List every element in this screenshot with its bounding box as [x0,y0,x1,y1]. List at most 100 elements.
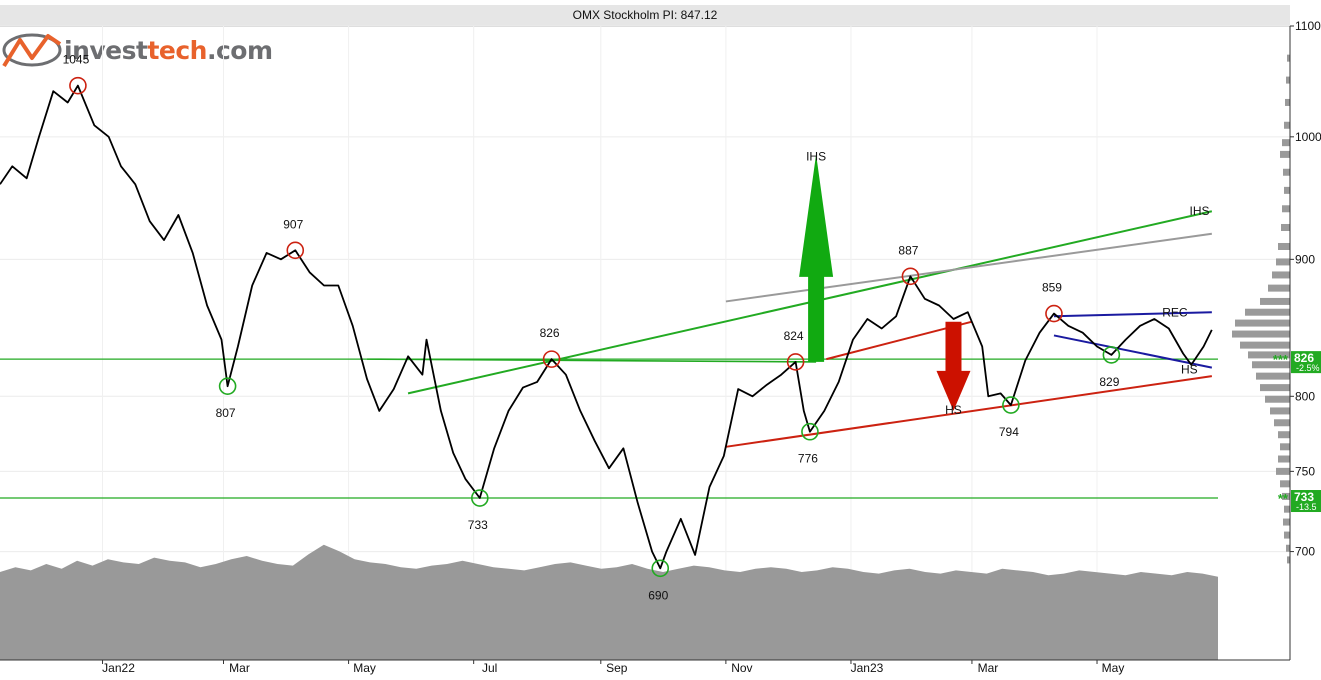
histogram-bar [1278,455,1290,463]
level-change: -2.5% [1296,363,1320,373]
trend-line-grey-line [725,232,1212,303]
pivot-label: 887 [898,243,918,257]
histogram-bar [1260,384,1290,392]
histogram-bar [1245,308,1290,316]
histogram-bar [1286,76,1290,84]
logo: invest tech .com [2,30,273,70]
histogram-bar [1274,419,1290,427]
histogram-bar [1284,531,1290,539]
pivot-label: 776 [798,452,818,466]
pivot-label: 807 [216,406,236,420]
histogram-bar [1285,98,1290,106]
pivot-marker-bottom [801,422,819,441]
histogram-bar [1280,150,1290,158]
pivot-marker-bottom [1102,346,1121,364]
pivot-marker-top [542,350,561,368]
pivot-marker-top [786,353,805,371]
x-tick-label: Jul [482,661,497,675]
logo-text-com: .com [206,35,273,65]
pivot-marker-top [901,267,920,286]
histogram-bar [1248,351,1290,359]
histogram-bar [1280,443,1290,451]
histogram-bar [1287,54,1290,62]
trend-line-neckline [367,358,817,363]
trend-line-channel-bottom [1053,334,1213,369]
trend-line-red-support [725,375,1212,448]
pivot-marker-top [69,76,87,95]
level-value: 826 [1294,351,1314,365]
x-tick-label: Nov [731,661,752,675]
histogram-bar [1252,361,1290,369]
level-badge [1291,351,1321,374]
level-stars: ** [1278,491,1289,506]
pivot-label: 824 [784,329,804,343]
pivot-label: 907 [283,217,303,231]
x-tick-label: Jan22 [102,661,135,675]
histogram-bar [1282,492,1290,500]
pivot-label: 829 [1099,375,1119,389]
histogram-bar [1268,284,1290,292]
histogram-bar [1265,395,1290,403]
histogram-bar [1272,271,1290,279]
y-tick-label: 750 [1295,464,1315,478]
x-tick-label: May [1102,661,1125,675]
histogram-bar [1280,480,1290,488]
pivot-marker-bottom [651,559,670,578]
histogram-bar [1270,407,1290,415]
y-tick-label: 1100 [1295,19,1321,33]
pivot-label: 794 [999,425,1019,439]
histogram-bar [1286,544,1290,552]
histogram-bar [1283,518,1290,526]
histogram-bar [1260,297,1290,305]
pivot-marker-bottom [1002,396,1020,414]
y-tick-label: 900 [1295,252,1315,266]
histogram-bar [1276,467,1290,475]
y-tick-label: 800 [1295,389,1315,403]
x-tick-label: Jan23 [851,661,884,675]
pivot-label: 690 [648,588,668,602]
logo-text-invest: invest [64,35,148,65]
x-tick-label: Sep [606,661,628,675]
formation-label: HS [945,403,962,417]
histogram-bar [1281,223,1290,231]
histogram-bar [1282,139,1290,147]
pivot-marker-top [1045,304,1063,323]
y-tick-label: 1000 [1295,130,1321,144]
histogram-bar [1278,242,1290,250]
pivot-label: 1045 [63,53,90,67]
histogram-bar [1240,341,1290,349]
arrow-down [936,321,971,411]
formation-label: IHS [806,149,826,163]
pivot-label: 733 [468,518,488,532]
histogram-bar [1235,319,1290,327]
pivot-marker-bottom [471,489,489,507]
histogram-bar [1256,372,1290,380]
formation-label: IHS [1190,204,1210,218]
pivot-marker-top [286,241,305,260]
histogram-bar [1284,121,1290,129]
histogram-bar [1287,556,1290,564]
pivot-label: 826 [540,326,560,340]
trend-line-channel-top [1053,311,1212,318]
formation-label: REC [1162,305,1188,319]
investtech-logo-icon [2,33,62,68]
histogram-bar [1276,258,1290,266]
level-change: -13.5 [1296,502,1317,512]
histogram-bar [1278,431,1290,439]
pivot-label: 859 [1042,281,1062,295]
pivot-marker-bottom [218,377,237,395]
x-tick-label: May [353,661,376,675]
x-tick-label: Mar [978,661,999,675]
x-tick-label: Mar [229,661,250,675]
y-tick-label: 700 [1295,545,1315,559]
level-stars: *** [1273,352,1289,367]
histogram-bar [1283,168,1290,176]
histogram-bar [1232,330,1290,338]
volume-area [0,544,1218,660]
level-value: 733 [1294,490,1314,504]
histogram-bar [1282,205,1290,213]
level-badge [1291,490,1321,513]
price-line [0,84,1213,570]
